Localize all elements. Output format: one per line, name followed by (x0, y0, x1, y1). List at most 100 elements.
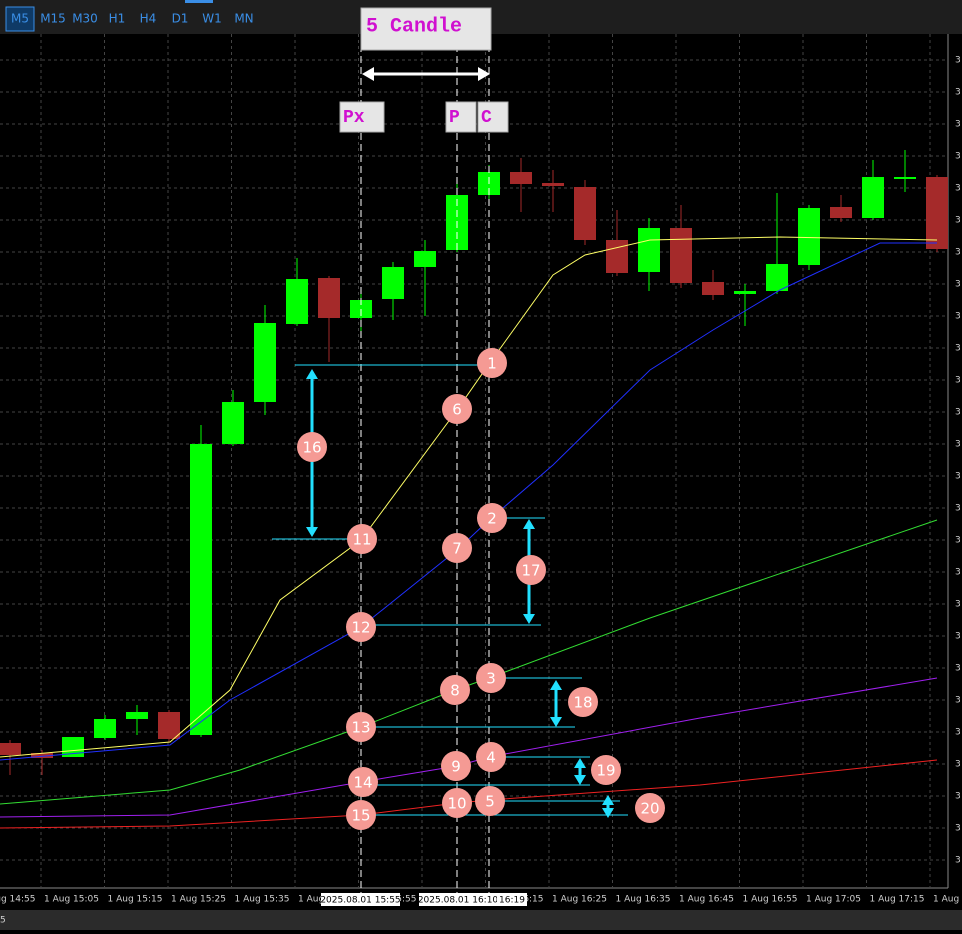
point-label: 8 (450, 682, 460, 700)
price-label: 3 (955, 344, 961, 354)
candle-body (222, 402, 244, 444)
marker-label: Px (343, 108, 365, 128)
point-marker (346, 612, 376, 642)
time-label: 1 Aug 15:05 (44, 895, 99, 905)
candle-body (734, 291, 756, 294)
moving-average (0, 519, 938, 805)
candle-body (926, 177, 948, 249)
candle-body (286, 279, 308, 324)
candle-body (158, 712, 180, 739)
price-label: 3 (955, 696, 961, 706)
candle-body (862, 177, 884, 218)
marker-box (477, 101, 509, 133)
time-label: 1 Aug 17:25 (933, 895, 962, 905)
marker-box (339, 101, 385, 133)
point-label: 19 (596, 762, 615, 780)
point-marker (442, 394, 472, 424)
timeframe-button[interactable]: MN (234, 12, 253, 26)
point-marker (347, 524, 377, 554)
price-label: 3 (955, 440, 961, 450)
arrow-head (478, 67, 490, 81)
time-label: 1 Aug 16:25 (552, 895, 607, 905)
candle-body (606, 240, 628, 273)
point-label: 2 (487, 510, 497, 528)
point-marker (442, 788, 472, 818)
point-marker (440, 675, 470, 705)
price-label: 3 (955, 280, 961, 290)
candle-body (318, 278, 340, 318)
candle-body (0, 743, 21, 755)
point-label: 6 (452, 401, 462, 419)
point-marker (477, 348, 507, 378)
candle-body (798, 208, 820, 265)
price-label: 3 (955, 184, 961, 194)
arrow-head (602, 795, 614, 805)
price-label: 3 (955, 536, 961, 546)
moving-average (0, 242, 937, 761)
price-label: 3 (955, 856, 961, 866)
point-marker (516, 555, 546, 585)
point-marker (346, 712, 376, 742)
candle-body (510, 172, 532, 184)
point-label: 3 (486, 670, 496, 688)
timeframe-button[interactable]: H4 (140, 12, 157, 26)
title: 5 Candle (366, 15, 462, 38)
candle-body (766, 264, 788, 291)
point-marker (297, 432, 327, 462)
point-label: 5 (485, 793, 495, 811)
timeframe-button[interactable]: H1 (109, 12, 126, 26)
candle-body (414, 251, 436, 267)
point-marker (442, 533, 472, 563)
time-highlight (497, 893, 527, 906)
point-marker (635, 793, 665, 823)
timeframe-button[interactable]: M15 (40, 12, 66, 26)
candle-body (62, 737, 84, 757)
price-label: 3 (955, 408, 961, 418)
candle-body (94, 719, 116, 738)
marker-label: C (481, 108, 492, 128)
timeframe-button[interactable]: W1 (202, 12, 222, 26)
time-label: 1 Aug 16:45 (679, 895, 734, 905)
candle-body (382, 267, 404, 299)
point-label: 20 (640, 800, 659, 818)
marker-box (445, 101, 477, 133)
arrow-head (362, 67, 374, 81)
candle-body (702, 282, 724, 295)
timeframe-button[interactable]: M5 (11, 12, 29, 26)
point-label: 18 (573, 694, 592, 712)
candle-body (830, 207, 852, 218)
timeframe-button[interactable]: M30 (72, 12, 98, 26)
time-label: 1 Aug 17:15 (870, 895, 925, 905)
candle-body (894, 177, 916, 179)
price-label: 3 (955, 504, 961, 514)
price-label: 3 (955, 568, 961, 578)
price-label: 3 (955, 120, 961, 130)
arrow-head (550, 717, 562, 727)
point-label: 1 (487, 355, 497, 373)
time-label: 1 Aug 15:25 (171, 895, 226, 905)
arrow-head (574, 775, 586, 785)
price-label: 3 (955, 88, 961, 98)
price-label: 3 (955, 792, 961, 802)
point-label: 14 (353, 774, 372, 792)
time-label: 1 Aug 16:55 (743, 895, 798, 905)
price-label: 3 (955, 216, 961, 226)
timeframe-button[interactable]: D1 (172, 12, 189, 26)
time-label: 1 Aug 15:35 (235, 895, 290, 905)
price-label: 3 (955, 600, 961, 610)
point-marker (475, 786, 505, 816)
price-label: 3 (955, 728, 961, 738)
point-marker (568, 687, 598, 717)
point-marker (476, 663, 506, 693)
arrow-head (523, 614, 535, 624)
arrow-head (306, 527, 318, 537)
title-box (360, 7, 492, 51)
time-label: 1 Aug 15:15 (108, 895, 163, 905)
time-label: 1 Aug 16:35 (616, 895, 671, 905)
arrow-head (306, 369, 318, 379)
price-label: 3 (955, 632, 961, 642)
time-highlight-label: 2025.08.01 15:55 (320, 896, 400, 906)
point-label: 9 (451, 758, 461, 776)
selected-timeframe (5, 6, 35, 32)
